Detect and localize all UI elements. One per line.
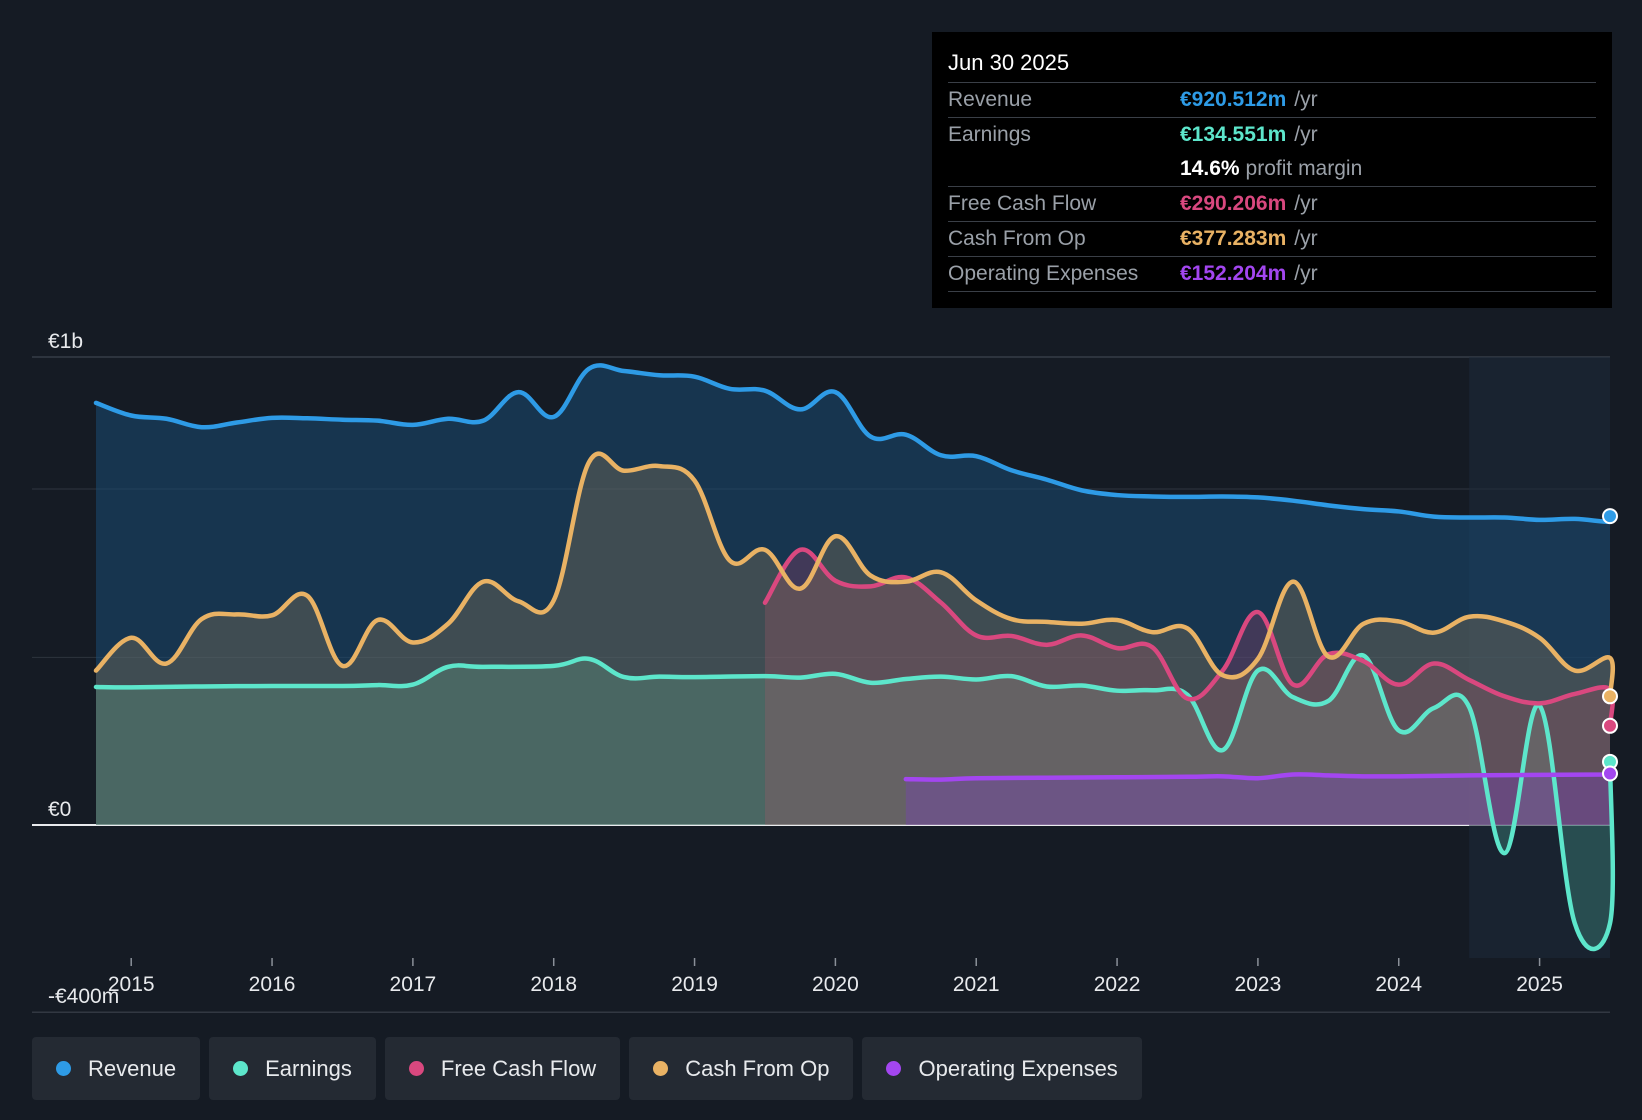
tooltip-label: Operating Expenses [948, 262, 1139, 285]
tooltip-row-revenue: Revenue €920.512m /yr [948, 83, 1596, 118]
y-tick-label: €1b [48, 330, 83, 353]
tooltip-row-cfo: Cash From Op €377.283m /yr [948, 222, 1596, 257]
free-cash-flow-area [764, 549, 1613, 825]
cash-from-op-end-marker [1602, 688, 1618, 705]
tooltip-label: Cash From Op [948, 227, 1086, 250]
y-axis-labels: €1b €0 -€400m [48, 330, 119, 1008]
legend-item-operating-expenses[interactable]: Operating Expenses [862, 1037, 1142, 1100]
y-tick-label: -€400m [48, 985, 119, 1008]
legend: Revenue Earnings Free Cash Flow Cash Fro… [32, 1037, 1142, 1100]
tooltip-margin-text: profit margin [1245, 157, 1363, 180]
tooltip-value: €134.551m [1180, 123, 1287, 146]
revenue-area [96, 365, 1613, 825]
legend-item-cash-from-op[interactable]: Cash From Op [629, 1037, 854, 1100]
legend-item-earnings[interactable]: Earnings [209, 1037, 376, 1100]
x-tick-label: 2022 [1094, 973, 1141, 996]
tooltip-unit: /yr [1294, 123, 1318, 146]
tooltip-label: Earnings [948, 123, 1031, 146]
x-tick-label: 2025 [1516, 973, 1563, 996]
tooltip-unit: /yr [1294, 192, 1318, 215]
tooltip-label: Revenue [948, 88, 1033, 111]
legend-item-free-cash-flow[interactable]: Free Cash Flow [384, 1037, 621, 1100]
legend-dot-icon [233, 1061, 249, 1076]
tooltip-unit: /yr [1294, 88, 1318, 111]
free-cash-flow-end-marker [1602, 717, 1618, 734]
tooltip-value: €920.512m [1180, 88, 1287, 111]
tooltip-panel: Jun 30 2025 Revenue €920.512m /yr Earnin… [932, 32, 1612, 308]
revenue-line [93, 363, 1616, 525]
x-tick-label: 2024 [1375, 973, 1422, 996]
series-end-markers [1602, 508, 1618, 782]
tooltip-value: €152.204m [1180, 262, 1287, 285]
free-cash-flow-line [762, 547, 1616, 729]
x-tick-label: 2023 [1235, 973, 1282, 996]
x-tick-label: 2017 [390, 973, 437, 996]
tooltip-row-opex: Operating Expenses €152.204m /yr [948, 257, 1596, 292]
tooltip-label: Free Cash Flow [948, 192, 1097, 215]
legend-item-revenue[interactable]: Revenue [32, 1037, 201, 1100]
legend-dot-icon [408, 1061, 424, 1076]
operating-expenses-line [903, 771, 1618, 782]
legend-dot-icon [886, 1061, 902, 1076]
tooltip-date: Jun 30 2025 [948, 46, 1596, 83]
tooltip-unit: /yr [1294, 227, 1318, 250]
x-tick-label: 2019 [671, 973, 718, 996]
x-tick-label: 2015 [108, 973, 155, 996]
legend-label: Earnings [265, 1055, 352, 1081]
legend-label: Operating Expenses [918, 1055, 1118, 1081]
tooltip-row-fcf: Free Cash Flow €290.206m /yr [948, 187, 1596, 222]
tooltip-row-earnings: Earnings €134.551m /yr [948, 118, 1596, 152]
operating-expenses-end-marker [1602, 765, 1618, 782]
legend-label: Free Cash Flow [440, 1055, 597, 1081]
tooltip-margin-value: 14.6% [1180, 157, 1240, 180]
legend-label: Cash From Op [685, 1055, 830, 1081]
series-areas [96, 365, 1616, 950]
legend-dot-icon [56, 1061, 71, 1076]
cash-from-op-line [93, 451, 1616, 699]
x-tick-label: 2016 [249, 973, 296, 996]
series-lines [93, 363, 1618, 952]
earnings-area [96, 655, 1613, 950]
tooltip-row-margin: 14.6% profit margin [948, 152, 1596, 187]
x-tick-label: 2020 [812, 973, 859, 996]
legend-label: Revenue [88, 1055, 177, 1081]
x-axis-labels: 2015 2016 2017 2018 2019 2020 2021 2022 2023 2024… [108, 958, 1563, 996]
revenue-end-marker [1602, 508, 1618, 525]
x-tick-label: 2018 [530, 973, 577, 996]
operating-expenses-area [905, 773, 1616, 825]
x-tick-label: 2021 [953, 973, 1000, 996]
tooltip-value: €290.206m [1180, 192, 1287, 215]
legend-dot-icon [653, 1061, 669, 1076]
earnings-line [93, 653, 1616, 952]
tooltip-value: €377.283m [1180, 227, 1287, 250]
y-tick-label: €0 [48, 798, 71, 821]
tooltip-unit: /yr [1294, 262, 1318, 285]
